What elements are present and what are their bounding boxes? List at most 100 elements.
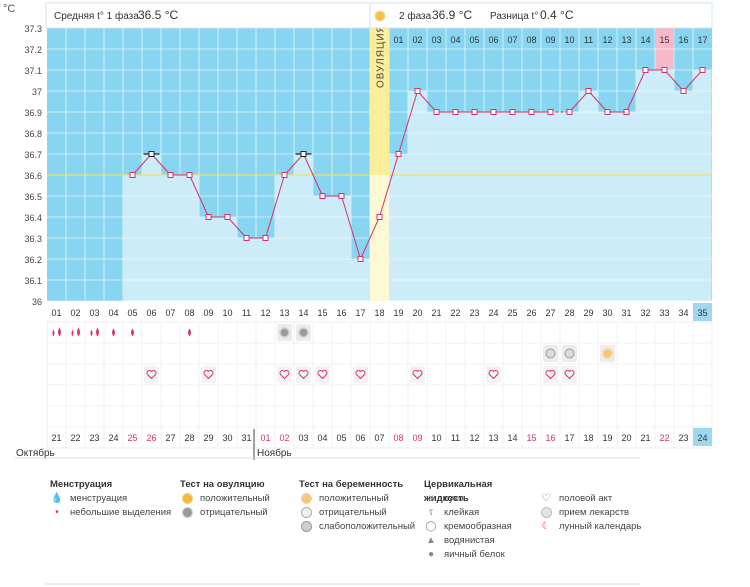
temperature-segment [265, 174, 285, 239]
heart-icon [488, 370, 499, 380]
temperature-line [129, 67, 706, 262]
intercourse-cell [543, 366, 558, 383]
date-27: 16 [545, 433, 555, 443]
ovulation-icon [374, 10, 386, 22]
date-24: 13 [488, 433, 498, 443]
temperature-point-14 [300, 151, 307, 157]
month-label-november: Ноябрь [257, 447, 292, 459]
date-10: 30 [222, 433, 232, 443]
creamy-icon: ◯ [425, 521, 437, 532]
temperature-point-08 [186, 172, 193, 178]
y-tick-label: 36.4 [24, 213, 42, 223]
temperature-bar-19 [389, 154, 408, 301]
cycle-day-29: 29 [583, 308, 593, 318]
temperature-point-21 [433, 109, 440, 115]
y-tick-label: 36.5 [24, 192, 42, 202]
date-13: 02 [279, 433, 289, 443]
temperature-point-15 [319, 193, 326, 199]
temperature-segment [417, 90, 437, 113]
temperature-point-18 [376, 214, 383, 220]
cycle-day-28: 28 [564, 308, 574, 318]
ovulation-column-bottom [370, 175, 389, 301]
date-11: 31 [241, 433, 251, 443]
temperature-point-22 [452, 109, 459, 115]
legend-ovulation-test: Тест на овуляцию положительный отрицател… [180, 478, 300, 520]
cycle-day-23: 23 [469, 308, 479, 318]
light-bleeding-drop-icon [188, 328, 191, 337]
cycle-day-21: 21 [431, 308, 441, 318]
phase2-day-06: 06 [488, 35, 498, 45]
menstruation-drop-icon [96, 327, 99, 337]
temperature-point-33 [661, 67, 668, 73]
ovulation-positive-icon [180, 492, 194, 506]
heart-icon [317, 370, 328, 380]
temperature-point-29 [585, 88, 592, 94]
temperature-bar-12 [256, 238, 275, 301]
temperature-bar-15 [313, 196, 332, 301]
intercourse-cell [144, 366, 159, 383]
phase2-label: 2 фаза [399, 10, 432, 22]
legend-ovulation-title: Тест на овуляцию [180, 479, 265, 490]
legend-menstruation-title: Менструация [50, 479, 113, 490]
cycle-day-06: 06 [146, 308, 156, 318]
cycle-day-02: 02 [70, 308, 80, 318]
legend-cervical-fluid: Цервикальная жидкость × сухо τ клейкая ◯ кр… [424, 478, 539, 562]
cycle-day-14: 14 [298, 308, 308, 318]
pill-icon [539, 506, 553, 520]
phase2-day-13: 13 [621, 35, 631, 45]
cycle-day-16: 16 [336, 308, 346, 318]
difference-label: Разница t° [490, 11, 538, 22]
temperature-bar-11 [237, 238, 256, 301]
date-14: 03 [298, 433, 308, 443]
temperature-point-32 [642, 67, 649, 73]
cycle-day-35: 35 [697, 308, 707, 318]
watery-icon: ▲ [426, 535, 436, 546]
legend-pregnancy-test: Тест на беременность положительный отриц… [299, 478, 424, 534]
pregnancy-weak-icon [545, 348, 556, 359]
temperature-point-25 [509, 109, 516, 115]
temperature-bar-25 [503, 112, 522, 301]
date-29: 18 [583, 433, 593, 443]
date-3: 23 [89, 433, 99, 443]
ovulation-negative-icon [279, 327, 290, 338]
temperature-bar-16 [332, 196, 351, 301]
cycle-day-25: 25 [507, 308, 517, 318]
cycle-day-01: 01 [51, 308, 61, 318]
pregnancy-weak-icon [564, 348, 575, 359]
cycle-day-32: 32 [640, 308, 650, 318]
temperature-bar-14 [294, 154, 313, 301]
eggwhite-icon: ● [427, 549, 435, 560]
temperature-point-19 [395, 151, 402, 157]
temperature-segment [683, 69, 703, 92]
legend-other: ♡ половой акт прием лекарств ☾ лунный кале… [539, 478, 641, 534]
ovulation-column: ОВУЛЯЦИЯ 01 02 03 04 05 06 07 08 09 10 11 12 13 14 15 16… [370, 3, 708, 301]
light-bleeding-drop-icon [131, 328, 134, 337]
y-tick-label: 36 [32, 297, 42, 307]
cycle-day-05: 05 [127, 308, 137, 318]
intercourse-cell [562, 366, 577, 383]
current-day-cell [693, 303, 712, 321]
date-22: 11 [451, 433, 460, 443]
heart-icon [545, 370, 556, 380]
date-33: 22 [659, 433, 669, 443]
temperature-segment [227, 216, 247, 239]
temperature-point-24 [490, 109, 497, 115]
phase2-day-09: 09 [545, 35, 555, 45]
cycle-day-13: 13 [279, 308, 289, 318]
y-tick-label: 36.2 [24, 255, 42, 265]
cycle-day-24: 24 [488, 308, 498, 318]
phase2-day-12: 12 [602, 35, 612, 45]
light-bleeding-drop-icon [112, 328, 115, 337]
date-20: 09 [412, 433, 422, 443]
cycle-day-09: 09 [203, 308, 213, 318]
temperature-bar-28 [560, 112, 579, 301]
temperature-segment [569, 90, 589, 113]
intercourse-cell [296, 366, 311, 383]
phase2-day-05: 05 [469, 35, 479, 45]
temperature-bar-06 [142, 154, 161, 301]
phase2-day-15: 15 [659, 35, 669, 45]
date-9: 29 [203, 433, 213, 443]
temperature-point-28 [566, 109, 573, 115]
date-25: 14 [507, 433, 517, 443]
phase2-day-16: 16 [678, 35, 688, 45]
